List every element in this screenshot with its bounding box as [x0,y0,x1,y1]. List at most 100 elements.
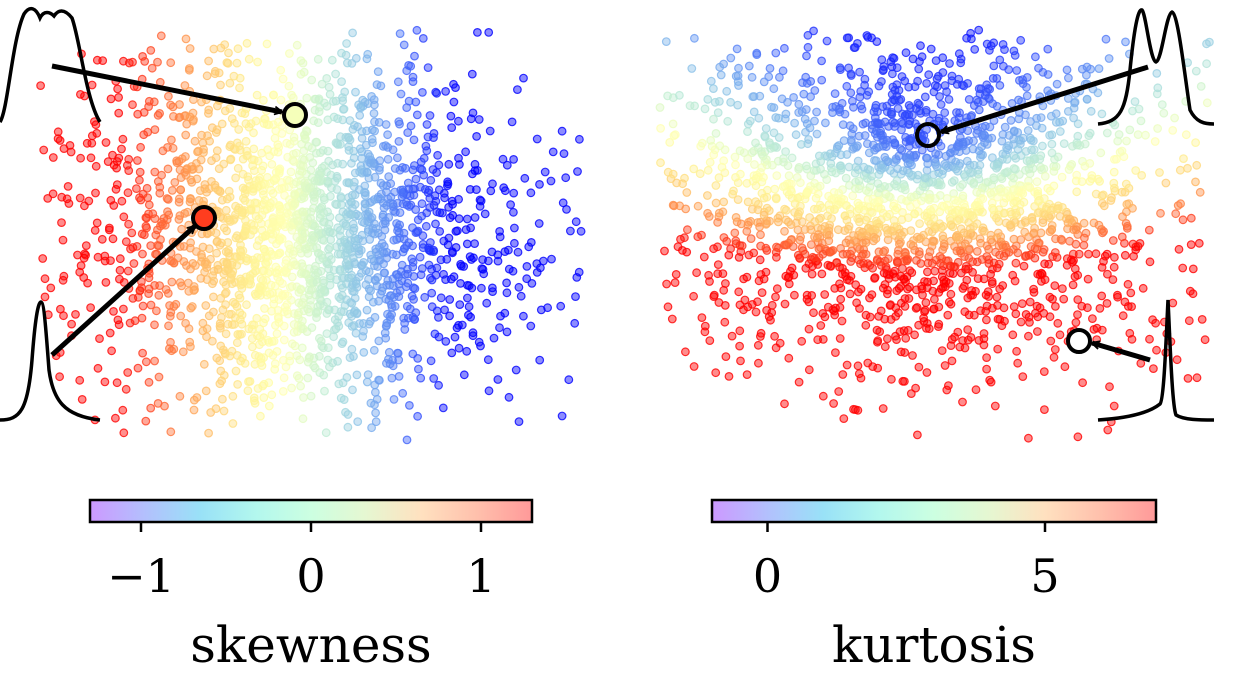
scatter-point [166,337,175,347]
scatter-point [331,69,341,79]
scatter-point [917,52,927,62]
scatter-point [269,120,278,130]
scatter-point [792,173,802,182]
scatter-point [123,188,133,198]
scatter-point [1051,109,1061,119]
scatter-point [121,237,131,247]
scatter-point [1047,224,1057,234]
scatter-point [1050,345,1060,354]
scatter-point [960,343,970,353]
scatter-point [1085,176,1095,186]
scatter-point [851,280,861,290]
scatter-point [749,248,759,258]
scatter-point [983,177,993,187]
scatter-point [306,391,316,401]
scatter-point [242,151,252,161]
scatter-point [112,163,121,173]
scatter-point [57,218,66,228]
scatter-point [868,362,878,372]
scatter-point [678,179,687,189]
scatter-point [209,44,219,54]
scatter-point [758,151,768,161]
scatter-point [946,289,956,299]
scatter-point [1153,124,1162,133]
scatter-point [398,388,408,398]
scatter-point [1059,294,1069,304]
scatter-point [1009,244,1018,254]
scatter-point [1155,168,1164,177]
scatter-point [175,165,185,175]
scatter-point [887,374,896,384]
scatter-point [825,247,835,257]
scatter-point [134,175,144,185]
scatter-point [286,261,296,271]
kurtosis-scatter [655,25,1214,443]
scatter-point [303,373,313,383]
scatter-point [756,230,765,240]
scatter-point [171,299,181,309]
scatter-point [831,348,840,358]
scatter-point [111,184,121,194]
scatter-point [369,345,379,355]
scatter-point [389,235,399,245]
scatter-point [1109,167,1119,177]
scatter-point [703,165,713,175]
scatter-point [287,383,297,393]
scatter-point [342,373,352,382]
scatter-point [882,225,892,235]
scatter-point [175,391,185,401]
scatter-point [710,97,720,107]
scatter-point [986,188,995,198]
scatter-point [271,268,280,278]
scatter-point [404,184,414,194]
scatter-point [364,207,374,217]
scatter-point [959,281,969,291]
scatter-point [371,387,380,397]
scatter-point [1050,302,1060,311]
scatter-point [1135,238,1145,248]
scatter-point [833,200,843,210]
scatter-point [849,102,858,112]
scatter-point [874,142,883,152]
scatter-point [1053,203,1063,213]
scatter-point [434,160,444,170]
scatter-point [58,275,68,285]
scatter-point [1085,158,1095,168]
scatter-point [1094,64,1104,73]
scatter-point [1049,352,1059,362]
scatter-point [1026,135,1036,145]
scatter-point [274,201,284,210]
scatter-point [148,209,158,219]
scatter-point [504,392,514,402]
scatter-point [898,207,907,217]
scatter-point [210,180,220,190]
scatter-point [347,158,356,168]
scatter-point [749,146,759,156]
scatter-point [371,408,381,418]
scatter-point [924,252,934,262]
scatter-point [1152,68,1162,78]
scatter-point [204,56,214,66]
scatter-point [883,254,893,264]
scatter-point [40,274,50,284]
scatter-point [912,199,921,209]
scatter-point [1049,166,1059,176]
scatter-point [271,174,280,184]
scatter-point [461,147,471,157]
scatter-point [845,289,855,299]
scatter-point [913,430,922,440]
scatter-point [269,90,279,100]
scatter-point [374,336,384,346]
scatter-point [1125,125,1135,135]
scatter-point [394,136,404,146]
scatter-point [482,298,492,308]
scatter-point [509,154,518,164]
scatter-point [910,82,920,92]
scatter-point [251,176,261,186]
scatter-point [398,162,407,172]
scatter-point [898,264,907,273]
scatter-point [247,342,257,352]
scatter-point [726,97,735,107]
scatter-point [153,57,162,67]
scatter-point [298,207,308,217]
